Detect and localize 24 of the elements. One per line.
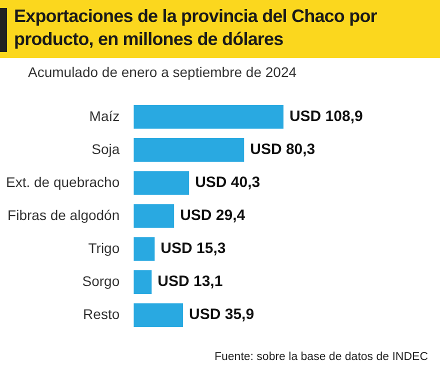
data-label: USD 80,3 [250,141,316,158]
data-label: USD 13,1 [158,273,223,290]
bar [134,303,184,327]
bar [134,138,244,162]
y-tick-label: Ext. de quebracho [6,174,120,190]
data-label: USD 29,4 [180,207,246,224]
source-note: Fuente: sobre la base de datos de INDEC [214,351,428,363]
y-tick-label: Sorgo [82,272,120,289]
y-tick-label: Maíz [89,108,120,124]
y-tick-label: Trigo [88,240,120,256]
bar [134,237,155,261]
chart-title: Exportaciones de la provincia del Chaco por producto, en millones de dólares [14,5,378,51]
bar [134,204,174,228]
y-tick-label: Fibras de algodón [8,206,120,223]
data-label: USD 108,9 [289,108,363,126]
data-label: USD 35,9 [189,306,254,324]
bar [134,171,190,195]
data-label: USD 40,3 [195,174,260,192]
y-tick-label: Resto [83,306,120,322]
bar [134,105,284,129]
bar [134,270,152,294]
chart-subtitle: Acumulado de enero a septiembre de 2024 [28,64,297,80]
y-tick-label: Soja [92,140,120,157]
data-label: USD 15,3 [160,240,226,258]
